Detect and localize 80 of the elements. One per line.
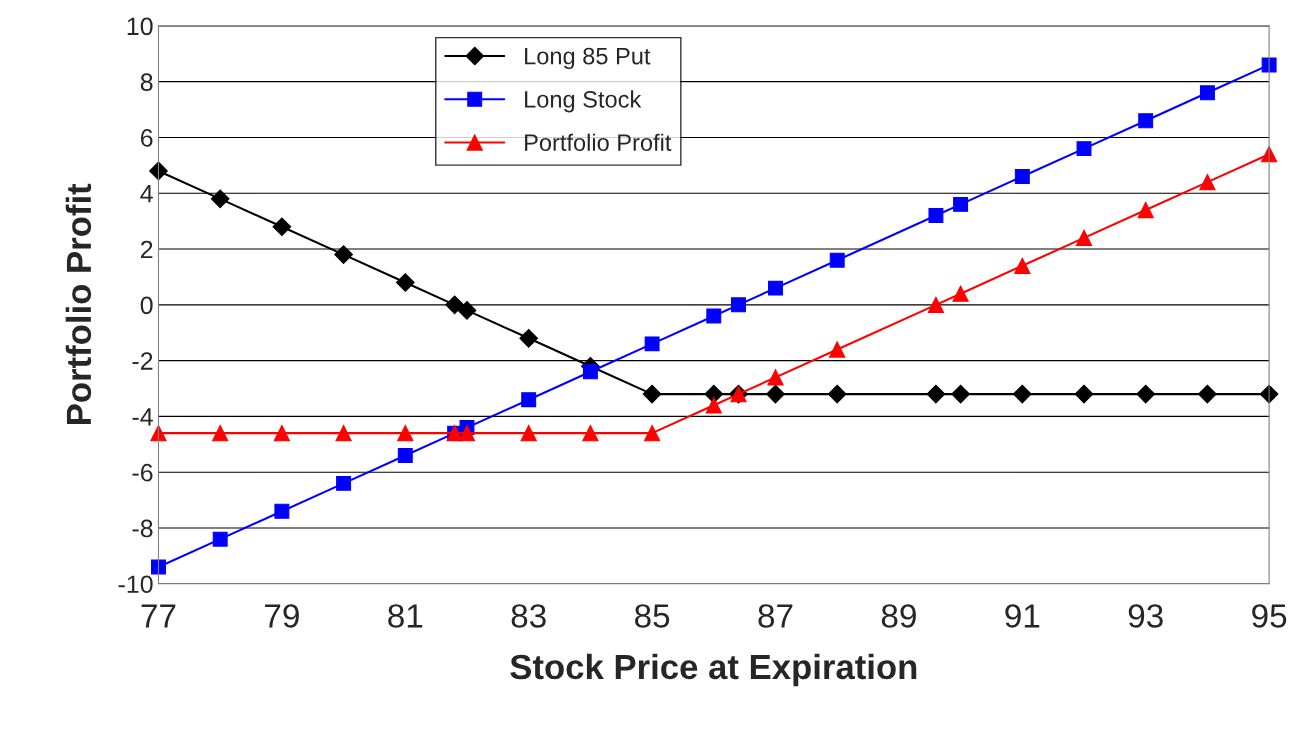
point (582, 364, 598, 380)
point (731, 297, 746, 313)
point (1014, 257, 1031, 274)
y-tick-label: 6 (140, 129, 153, 147)
point (829, 252, 845, 268)
point (927, 296, 945, 313)
point (768, 280, 783, 296)
point (334, 245, 353, 264)
y-tick-label: -6 (132, 463, 153, 482)
point (1137, 201, 1154, 219)
x-tick-label: 91 (1005, 604, 1040, 628)
point (1199, 85, 1215, 101)
y-tick-label: 2 (140, 240, 153, 259)
point (706, 308, 722, 324)
legend-label: Portfolio Profit (525, 133, 672, 151)
x-tick-label: 95 (1252, 604, 1287, 628)
point (644, 336, 660, 352)
x-tick-label: 89 (881, 604, 916, 628)
point (335, 425, 352, 442)
y-axis-title: Portfolio Profit (65, 183, 92, 425)
point (1198, 384, 1217, 404)
x-tick-label: 79 (265, 604, 299, 628)
x-tick-label: 83 (511, 604, 546, 628)
point (458, 425, 476, 442)
point (212, 425, 229, 442)
point (767, 369, 784, 386)
legend-label: Long 85 Put (525, 47, 651, 70)
point (1138, 113, 1154, 129)
y-tick-label: -2 (132, 352, 153, 370)
point (519, 328, 539, 348)
point (273, 425, 291, 442)
point (1136, 384, 1156, 404)
point (705, 397, 722, 414)
y-tick-label: 8 (140, 73, 153, 91)
point (704, 384, 724, 404)
legend-label: Long Stock (525, 90, 642, 113)
point (520, 425, 537, 442)
point (274, 503, 290, 519)
point (212, 531, 228, 547)
x-tick-label: 87 (758, 604, 793, 628)
y-tick-label: -4 (132, 408, 153, 426)
x-tick-label: 85 (635, 604, 670, 628)
point (397, 425, 414, 442)
point (1075, 229, 1093, 247)
point (642, 384, 662, 404)
point (829, 341, 846, 358)
point (272, 217, 292, 237)
point (827, 384, 847, 404)
point (445, 295, 465, 315)
point (457, 301, 477, 320)
point (1014, 169, 1030, 184)
y-tick-label: -8 (132, 519, 153, 538)
y-tick-label: -10 (118, 575, 153, 594)
point (150, 425, 167, 442)
point (397, 448, 413, 463)
x-tick-label: 93 (1128, 604, 1163, 628)
y-tick-label: 0 (140, 296, 153, 315)
x-tick-label: 81 (388, 604, 423, 628)
point (151, 559, 166, 575)
point (336, 475, 352, 491)
point (643, 425, 661, 442)
point (928, 208, 944, 224)
point (1199, 173, 1216, 191)
point (210, 189, 230, 209)
point (1076, 141, 1092, 157)
point (149, 161, 168, 181)
point (952, 285, 969, 302)
x-axis-title: Stock Price at Expiration (510, 653, 917, 687)
x-tick-label: 77 (141, 604, 176, 628)
point (1074, 384, 1094, 404)
point (951, 384, 970, 404)
y-tick-label: 4 (140, 185, 153, 203)
point (1012, 384, 1032, 404)
point (521, 392, 537, 408)
y-tick-label: 10 (127, 17, 153, 36)
point (953, 196, 969, 212)
point (582, 425, 599, 442)
point (766, 384, 785, 404)
point (395, 273, 415, 292)
point (926, 384, 946, 404)
